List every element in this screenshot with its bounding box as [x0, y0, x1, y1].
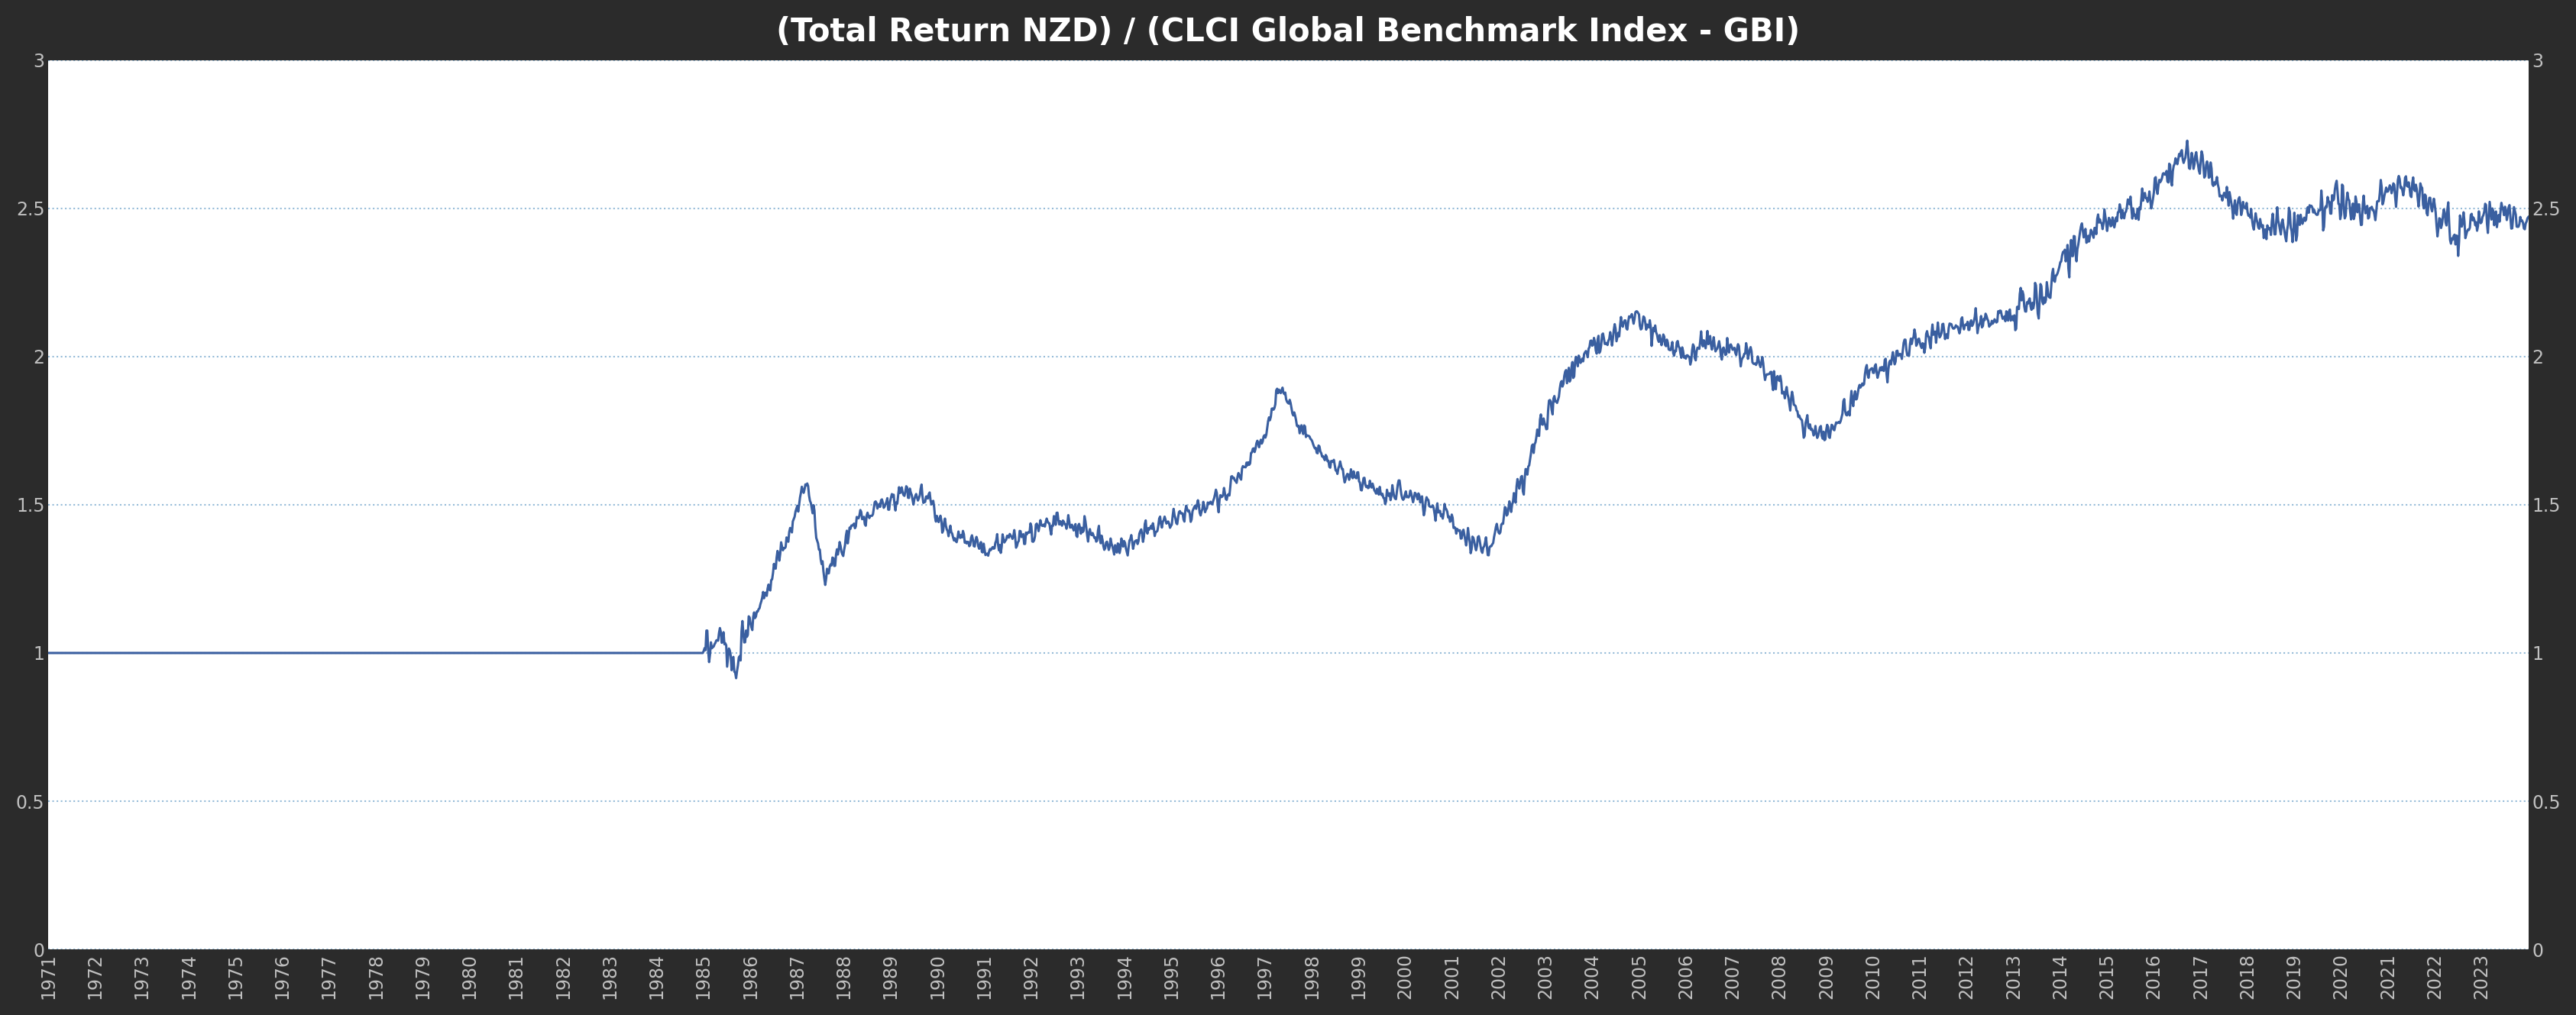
Title: (Total Return NZD) / (CLCI Global Benchmark Index - GBI): (Total Return NZD) / (CLCI Global Benchm… — [775, 16, 1801, 48]
